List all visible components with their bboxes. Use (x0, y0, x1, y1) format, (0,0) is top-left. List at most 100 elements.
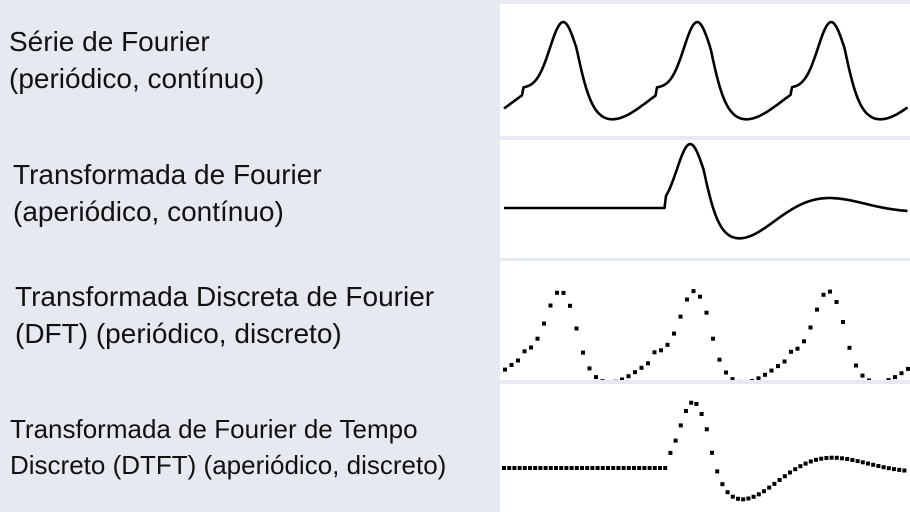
sample-point (841, 320, 845, 324)
sample-point (828, 289, 832, 294)
periodic-discrete-panel (500, 261, 910, 380)
sample-point (906, 366, 910, 371)
sample-point (819, 456, 824, 461)
dft-subtitle: (DFT) (periódico, discreto) (15, 318, 342, 349)
sample-point (704, 310, 709, 315)
sample-point (585, 466, 590, 470)
sample-point (672, 331, 676, 336)
sample-point (840, 456, 844, 461)
sample-point (793, 467, 798, 472)
sample-point (824, 456, 829, 460)
sample-point (756, 376, 761, 380)
sample-point (881, 465, 886, 470)
sample-point (803, 461, 808, 466)
sample-point (555, 290, 559, 295)
fourier-series-subtitle: (periódico, contínuo) (9, 63, 265, 94)
sample-point (581, 350, 585, 355)
sample-point (834, 455, 839, 460)
sample-point (658, 466, 662, 470)
sample-point (710, 450, 714, 455)
sample-point (533, 466, 538, 470)
aperiodic-discrete-samples (502, 400, 907, 502)
sample-point (829, 455, 834, 460)
sample-point (509, 363, 514, 367)
sample-point (626, 466, 631, 470)
sample-point (821, 292, 826, 297)
sample-point (665, 342, 670, 347)
sample-point (871, 462, 876, 467)
sample-point (751, 494, 756, 499)
sample-point (621, 466, 626, 470)
sample-point (620, 377, 624, 380)
sample-point (762, 489, 766, 494)
sample-point (516, 358, 520, 363)
dft-label: Transformada Discreta de Fourier (DFT) (… (15, 278, 434, 352)
sample-point (600, 379, 605, 380)
periodic-discrete-samples (503, 289, 910, 380)
sample-point (522, 466, 527, 470)
periodic-continuous-curve (503, 20, 909, 121)
sample-point (512, 466, 517, 470)
periodic-continuous-panel (500, 4, 910, 136)
sample-point (860, 460, 865, 465)
sample-point (574, 326, 579, 331)
sample-point (538, 466, 543, 470)
sample-point (715, 469, 720, 474)
sample-point (886, 378, 891, 380)
sample-point (730, 494, 735, 499)
sample-point (611, 466, 616, 470)
sample-point (795, 346, 800, 351)
sample-point (763, 372, 767, 377)
sample-point (502, 466, 506, 470)
sample-point (802, 339, 806, 344)
aperiodic-continuous-curve (504, 142, 908, 240)
sample-point (855, 459, 860, 464)
sample-point (808, 459, 813, 464)
sample-point (769, 368, 774, 373)
sample-point (691, 289, 696, 294)
sample-point (808, 325, 813, 330)
sample-point (678, 423, 683, 428)
aperiodic-continuous-panel (500, 140, 910, 258)
sample-point (845, 457, 850, 461)
aperiodic-discrete-panel (500, 384, 910, 512)
dtft-label: Transformada de Fourier de Tempo Discret… (10, 411, 446, 483)
sample-point (559, 466, 564, 470)
sample-point (789, 349, 793, 354)
sample-point (711, 336, 715, 341)
sample-point (542, 321, 546, 326)
sample-point (659, 348, 663, 353)
fourier-transform-label: Transformada de Fourier (aperiódico, con… (13, 156, 322, 230)
sample-point (699, 412, 704, 416)
sample-point (528, 466, 532, 470)
sample-point (564, 466, 569, 470)
sample-point (642, 466, 647, 470)
sample-point (548, 466, 553, 470)
sample-point (652, 466, 657, 470)
sample-point (777, 478, 782, 482)
sample-point (876, 464, 881, 468)
sample-point (685, 297, 689, 302)
sample-point (899, 371, 904, 376)
sample-point (902, 468, 907, 473)
sample-point (554, 466, 558, 470)
dtft-subtitle: Discreto (DTFT) (aperiódico, discreto) (10, 450, 447, 480)
sample-point (587, 366, 592, 371)
sample-point (590, 466, 595, 470)
sample-point (867, 378, 871, 380)
sample-point (561, 290, 566, 295)
sample-point (507, 466, 512, 470)
sample-point (756, 492, 761, 497)
sample-point (652, 350, 657, 355)
sample-point (767, 485, 772, 490)
sample-point (750, 379, 754, 380)
sample-point (522, 349, 527, 354)
fourier-transform-title: Transformada de Fourier (13, 159, 322, 190)
sample-point (673, 438, 678, 443)
sample-point (854, 363, 858, 368)
sample-point (717, 357, 722, 362)
sample-point (668, 450, 673, 455)
sample-point (637, 466, 642, 470)
sample-point (730, 377, 735, 380)
sample-point (892, 467, 896, 472)
